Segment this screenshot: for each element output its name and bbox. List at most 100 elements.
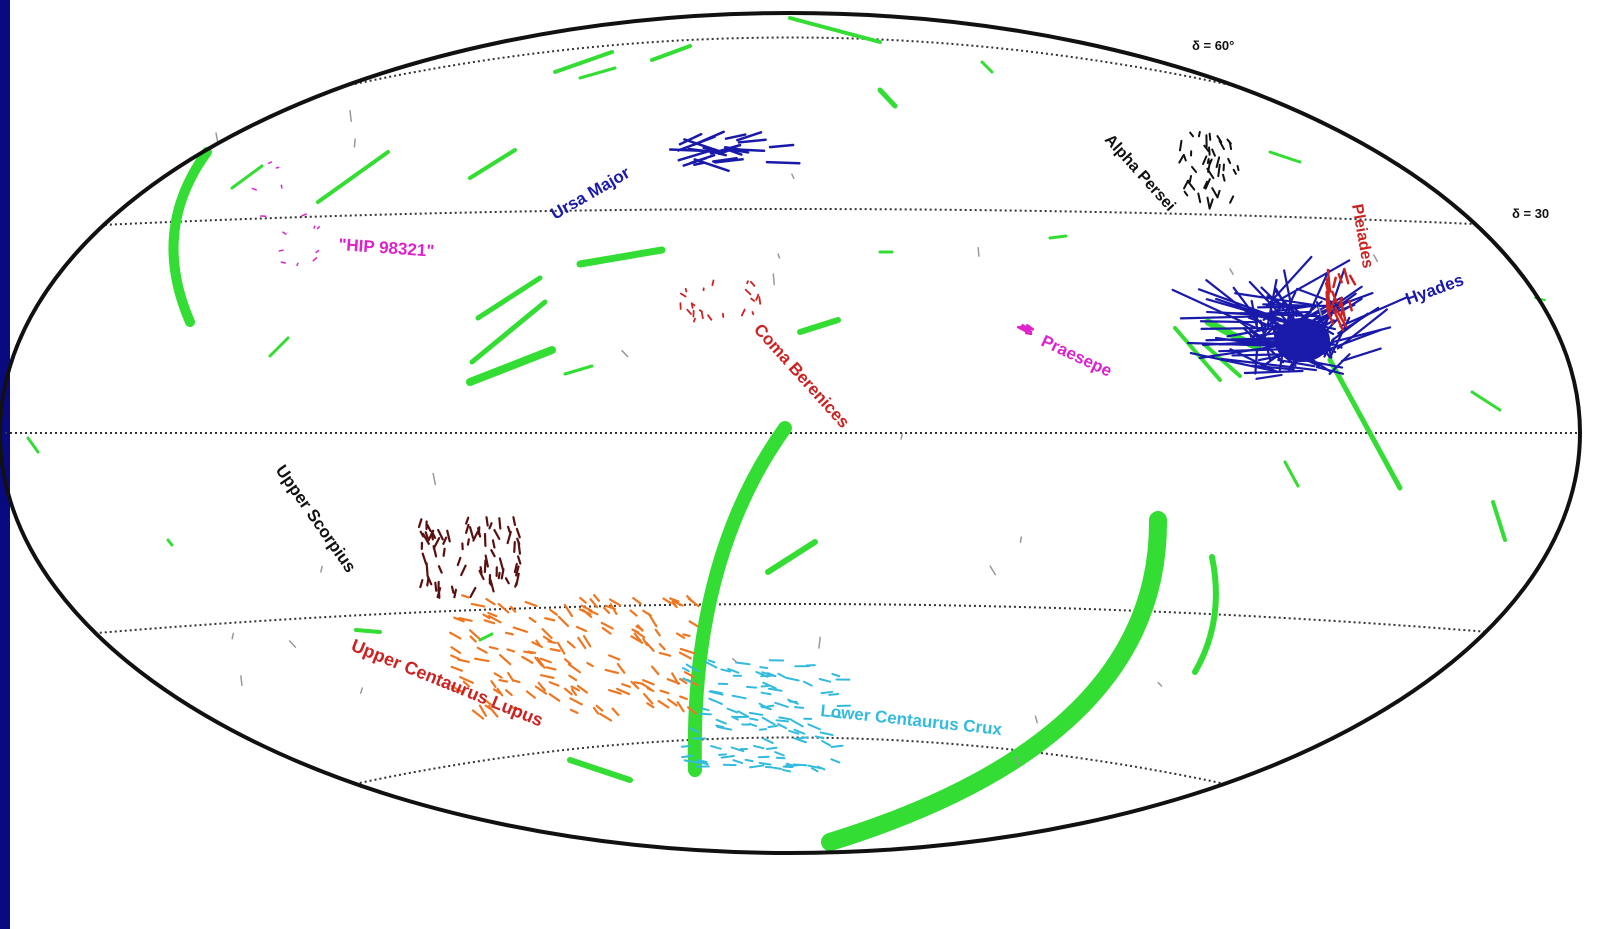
motion-vector (592, 594, 601, 602)
motion-vector (493, 529, 501, 540)
motion-vector (768, 143, 795, 149)
motion-vector (1228, 141, 1233, 151)
motion-vector (1183, 179, 1190, 190)
motion-vector (465, 516, 470, 525)
motion-vector (734, 661, 751, 666)
motion-vector (1265, 255, 1313, 307)
motion-vector (1339, 298, 1347, 322)
green-track (821, 511, 1168, 851)
motion-vector (600, 621, 614, 630)
green-track (1283, 460, 1300, 488)
motion-vector (707, 659, 716, 664)
motion-vector (1229, 268, 1234, 275)
motion-vector (437, 565, 443, 574)
motion-vector (484, 704, 493, 711)
motion-vector (563, 658, 572, 665)
motion-vector (456, 556, 462, 567)
motion-vector (1340, 347, 1382, 363)
motion-vector (1215, 156, 1221, 169)
motion-vector (280, 261, 286, 264)
motion-vector (1157, 681, 1163, 687)
motion-vector (758, 761, 772, 766)
motion-vector (671, 599, 684, 607)
motion-vector (1014, 755, 1020, 765)
motion-vector (1240, 337, 1279, 343)
motion-vector (442, 547, 446, 557)
motion-vector (775, 719, 790, 723)
motion-vector (635, 625, 644, 631)
motion-vector (757, 755, 770, 759)
green-track (563, 364, 594, 376)
motion-vector (570, 688, 577, 697)
motion-vector (1255, 373, 1283, 380)
motion-vector (474, 657, 490, 663)
motion-vector (795, 736, 809, 740)
motion-vector (679, 647, 696, 655)
motion-vector (710, 745, 722, 750)
green-track (1268, 150, 1302, 164)
motion-vector (498, 557, 504, 571)
green-track (168, 147, 212, 327)
motion-vector (1024, 331, 1033, 336)
motion-vector (507, 672, 515, 682)
motion-vector (426, 524, 432, 533)
hyades-label: Hyades (1403, 270, 1466, 309)
upper-scorpius-label: Upper Scorpius (272, 461, 360, 576)
motion-vector (713, 158, 744, 164)
motion-vector (684, 287, 688, 293)
motion-vector (765, 746, 778, 750)
motion-vector (1268, 259, 1351, 307)
motion-vector (1025, 324, 1035, 331)
motion-vector (1178, 154, 1185, 164)
ursa-major-vectors (668, 130, 801, 173)
motion-vector (1021, 324, 1032, 332)
pleiades-vectors (1324, 267, 1357, 332)
motion-vector (449, 631, 462, 640)
motion-vector (611, 707, 620, 716)
motion-vector (535, 639, 542, 647)
motion-vector (1201, 339, 1286, 347)
motion-vector (458, 617, 473, 622)
motion-vector (791, 719, 804, 728)
motion-vector (601, 626, 612, 635)
motion-vector (442, 536, 448, 545)
motion-vector (608, 598, 622, 607)
motion-vector (504, 577, 510, 585)
green-track (765, 539, 818, 575)
motion-vector (353, 138, 356, 148)
motion-vector (517, 541, 522, 555)
motion-vector (1222, 173, 1226, 182)
motion-vector (748, 711, 764, 716)
motion-vector (579, 596, 587, 604)
motion-vector (568, 674, 578, 682)
motion-vector (485, 597, 496, 606)
motion-vector (476, 527, 482, 538)
hip-98321-label: "HIP 98321" (338, 235, 435, 261)
motion-vector (1197, 130, 1201, 138)
motion-vector (662, 597, 672, 605)
upper-centaurus-lupus-label: Upper Centaurus Lupus (349, 635, 547, 730)
motion-vector (1348, 274, 1357, 286)
motion-vector (791, 173, 795, 180)
motion-vector (657, 699, 670, 709)
motion-vector (830, 758, 841, 764)
motion-vector (648, 613, 658, 628)
motion-vector (472, 530, 479, 542)
green-track (1327, 357, 1403, 491)
motion-vector (1234, 292, 1317, 307)
motion-vector (760, 691, 772, 696)
motion-vector (678, 651, 692, 660)
motion-vector (793, 737, 807, 744)
motion-vector (744, 758, 754, 763)
motion-vector (772, 273, 775, 286)
motion-vector (658, 651, 672, 657)
motion-vector (732, 759, 744, 765)
motion-vector (740, 308, 746, 317)
motion-vector (282, 231, 287, 235)
motion-vector (506, 525, 511, 534)
motion-vector (788, 729, 800, 735)
green-track (553, 50, 614, 74)
lower-centaurus-crux-vectors (680, 659, 852, 773)
motion-vector (682, 633, 691, 637)
motion-vector (1189, 131, 1195, 138)
